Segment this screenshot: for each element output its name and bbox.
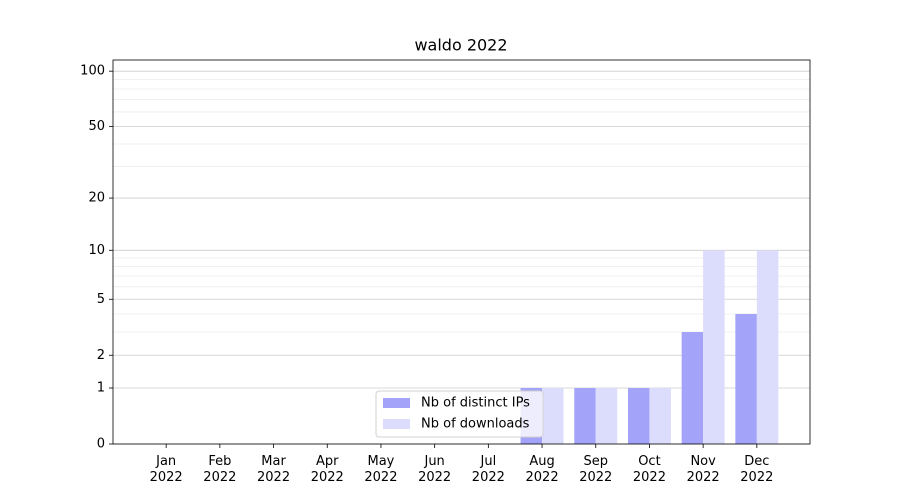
legend: Nb of distinct IPs Nb of downloads xyxy=(375,390,544,438)
bar xyxy=(542,388,564,444)
x-tick-label: Oct 2022 xyxy=(633,454,666,485)
legend-swatch xyxy=(383,419,410,429)
y-tick-label: 100 xyxy=(80,64,105,79)
bar xyxy=(681,332,704,444)
bar xyxy=(735,313,757,444)
chart-title: waldo 2022 xyxy=(414,36,507,55)
legend-box xyxy=(375,390,544,438)
y-tick-label: 20 xyxy=(88,191,105,206)
x-tick-label: Jul 2022 xyxy=(472,454,505,485)
bar xyxy=(649,388,671,444)
y-tick-label: 1 xyxy=(97,381,105,396)
x-tick-label: Jan 2022 xyxy=(150,454,183,485)
x-tick-label: Dec 2022 xyxy=(740,454,773,485)
y-tick-label: 5 xyxy=(97,292,105,307)
x-tick-label: Jun 2022 xyxy=(418,454,451,485)
x-tick-label: Apr 2022 xyxy=(311,454,344,485)
x-tick-label: Aug 2022 xyxy=(526,454,559,485)
bar xyxy=(595,388,618,444)
bar xyxy=(703,250,725,444)
legend-label: Nb of distinct IPs xyxy=(421,396,530,411)
plot-frame xyxy=(112,59,811,445)
y-tick-label: 2 xyxy=(97,348,105,363)
bar xyxy=(574,388,596,444)
bar xyxy=(627,388,650,444)
x-tick-label: Mar 2022 xyxy=(257,454,290,485)
x-tick-label: Feb 2022 xyxy=(203,454,236,485)
y-tick-label: 50 xyxy=(88,119,105,134)
x-tick-label: May 2022 xyxy=(364,454,397,485)
y-tick-label: 10 xyxy=(88,243,105,258)
x-tick-label: Nov 2022 xyxy=(687,454,720,485)
y-tick-label: 0 xyxy=(97,437,105,452)
bar xyxy=(756,250,779,444)
x-tick-label: Sep 2022 xyxy=(579,454,612,485)
legend-swatch xyxy=(383,398,410,408)
legend-label: Nb of downloads xyxy=(421,417,530,432)
